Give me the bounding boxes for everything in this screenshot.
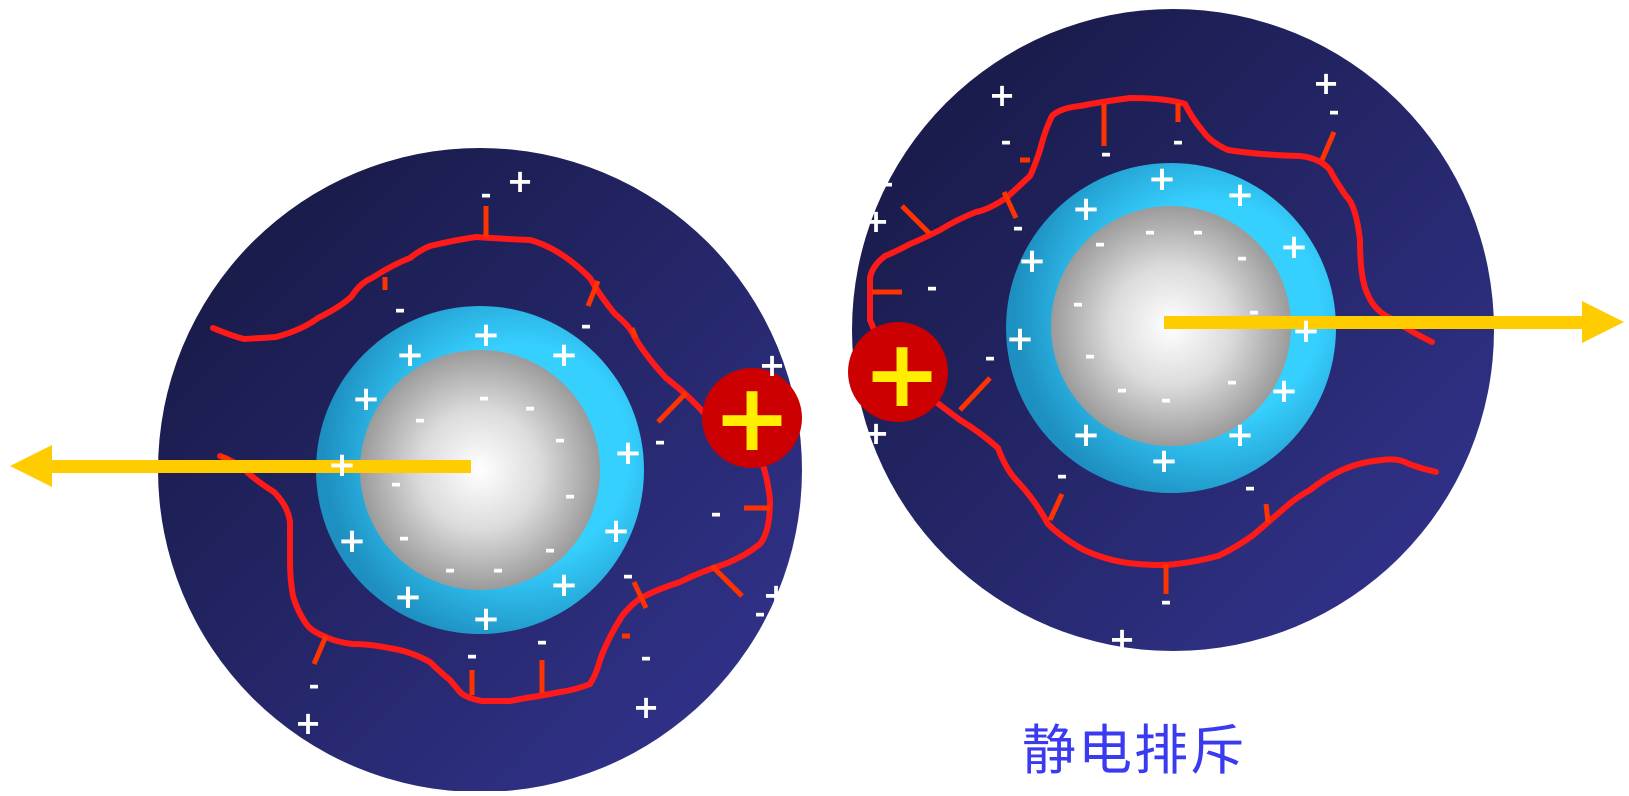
plus-charge-sign: + [759,346,786,384]
minus-charge-sign: - [399,523,410,553]
minus-charge-sign: - [525,393,536,423]
left-arrow [10,445,471,487]
plus-charge-sign: + [1006,319,1035,359]
plus-charge-sign: + [989,76,1016,114]
left-chain-ticks [219,206,770,695]
plus-charge-sign: + [338,521,367,561]
minus-charge-sign: - [655,427,666,457]
plus-charge-sign: + [602,511,631,551]
minus-charge-sign: - [1101,139,1112,169]
minus-charge-sign: - [1237,243,1248,273]
plus-charge-sign: + [507,162,534,200]
plus-charge-sign: + [1109,620,1136,658]
right-particle: + [848,9,1624,651]
minus-charge-sign: - [565,481,576,511]
minus-charge-sign: - [1227,367,1238,397]
minus-charge-sign: - [1173,127,1184,157]
minus-charge-sign: - [581,311,592,341]
plus-charge-sign: + [352,379,381,419]
minus-charge-sign: - [445,555,456,585]
right-polymer-chain [867,94,1439,568]
right-arrow [1164,301,1624,343]
plus-charge-sign: + [394,577,423,617]
minus-charge-sign: - [1085,341,1096,371]
plus-charge-sign: + [763,576,790,614]
plus-charge-sign: + [1280,227,1309,267]
caption-text: 静电排斥 [1022,719,1246,782]
minus-charge-sign: - [1329,97,1340,127]
plus-charge-sign: + [295,704,322,742]
plus-charge-sign: + [1148,159,1177,199]
minus-charge-sign: - [1161,385,1172,415]
minus-charge-sign: - [309,671,320,701]
minus-charge-sign: - [623,561,634,591]
left-counter-ion [702,368,802,468]
left-core [360,350,600,590]
minus-charge-sign: - [391,469,402,499]
minus-charge-sign: - [711,499,722,529]
minus-charge-sign: - [467,641,478,671]
plus-charge-sign: + [550,565,579,605]
plus-charge-sign: + [472,315,501,355]
plus-charge-sign: + [863,202,890,240]
left-particle: + [10,148,802,792]
plus-charge-sign: + [550,335,579,375]
right-chain-ticks [872,103,1337,594]
minus-charge-sign: - [1057,461,1068,491]
right-counter-ion [848,322,948,422]
minus-charge-sign: - [1145,217,1156,247]
minus-charge-sign: - [641,643,652,673]
plus-charge-sign: + [328,445,357,485]
left-polymer-chain [210,233,774,704]
plus-charge-sign: + [1226,415,1255,455]
minus-charge-sign: - [1001,127,1012,157]
plus-charge-sign: + [633,688,660,726]
minus-charge-sign: - [493,555,504,585]
minus-charge-sign: - [545,535,556,565]
plus-charge-sign: + [1270,371,1299,411]
plus-charge-sign: + [1150,441,1179,481]
plus-charge-sign: + [1313,64,1340,102]
left-counter-ion-plus: + [713,364,792,473]
minus-charge-sign: - [883,169,894,199]
minus-charge-sign: - [1245,473,1256,503]
plus-charge-sign: + [614,433,643,473]
minus-charge-sign: - [1013,213,1024,243]
minus-charge-sign: - [555,425,566,455]
plus-charge-sign: + [472,599,501,639]
minus-charge-sign: - [927,273,938,303]
minus-charge-sign: - [1193,217,1204,247]
right-counter-ion-plus: + [863,320,942,429]
minus-charge-sign: - [985,343,996,373]
minus-charge-sign: - [395,295,406,325]
minus-charge-sign: - [1095,229,1106,259]
charge-signs: ++ +++++ ++ ++- ---- -- -- -+---+--- +--- --++++ +… [295,64,1340,742]
minus-charge-sign: - [1117,375,1128,405]
plus-charge-sign: + [1072,415,1101,455]
minus-charge-sign: - [415,405,426,435]
plus-charge-sign: + [863,414,890,452]
plus-charge-sign: + [1292,311,1321,351]
plus-charge-sign: + [396,335,425,375]
minus-charge-sign: - [1161,587,1172,617]
plus-charge-sign: + [1018,241,1047,281]
minus-charge-sign: - [1073,289,1084,319]
minus-charge-sign: - [755,599,766,629]
plus-charge-sign: + [1072,189,1101,229]
minus-charge-sign: - [479,383,490,413]
minus-charge-sign: - [481,180,492,210]
minus-charge-sign: - [1249,297,1260,327]
plus-charge-sign: + [1226,175,1255,215]
minus-charge-sign: - [537,627,548,657]
